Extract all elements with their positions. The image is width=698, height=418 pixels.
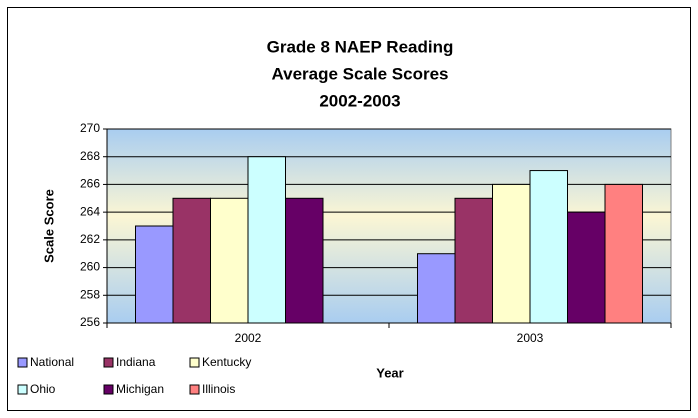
chart-title: Grade 8 NAEP Reading xyxy=(267,37,454,56)
bar xyxy=(454,197,493,324)
legend-label: Kentucky xyxy=(202,355,251,369)
legend-swatch xyxy=(103,357,114,368)
y-tick-label: 268 xyxy=(80,149,100,163)
bar xyxy=(529,170,568,324)
legend-swatch xyxy=(17,384,28,395)
y-tick-label: 264 xyxy=(80,204,100,218)
legend-swatch xyxy=(17,357,28,368)
legend-label: Illinois xyxy=(202,382,235,396)
bar xyxy=(210,197,249,324)
legend-swatch xyxy=(189,384,200,395)
y-tick-label: 270 xyxy=(80,121,100,135)
legend-label: National xyxy=(30,355,74,369)
bar xyxy=(135,225,174,324)
y-tick-label: 256 xyxy=(80,315,100,329)
legend-swatch xyxy=(103,384,114,395)
legend-label: Indiana xyxy=(116,355,156,369)
chart-title: Average Scale Scores xyxy=(271,64,448,83)
bar xyxy=(285,197,324,324)
x-tick-label: 2003 xyxy=(517,331,544,345)
bar xyxy=(247,156,286,324)
bar xyxy=(492,183,531,324)
y-axis-title: Scale Score xyxy=(41,189,56,263)
bar xyxy=(567,211,606,324)
x-tick-label: 2002 xyxy=(235,331,262,345)
bar xyxy=(172,197,211,324)
legend-label: Ohio xyxy=(30,382,56,396)
bar xyxy=(417,253,456,324)
y-tick-label: 258 xyxy=(80,287,100,301)
legend-label: Michigan xyxy=(116,382,164,396)
x-axis-title: Year xyxy=(376,365,403,380)
y-tick-label: 262 xyxy=(80,232,100,246)
legend-swatch xyxy=(189,357,200,368)
chart-title: 2002-2003 xyxy=(319,91,400,110)
y-tick-label: 266 xyxy=(80,177,100,191)
y-tick-label: 260 xyxy=(80,260,100,274)
bar xyxy=(604,183,643,324)
